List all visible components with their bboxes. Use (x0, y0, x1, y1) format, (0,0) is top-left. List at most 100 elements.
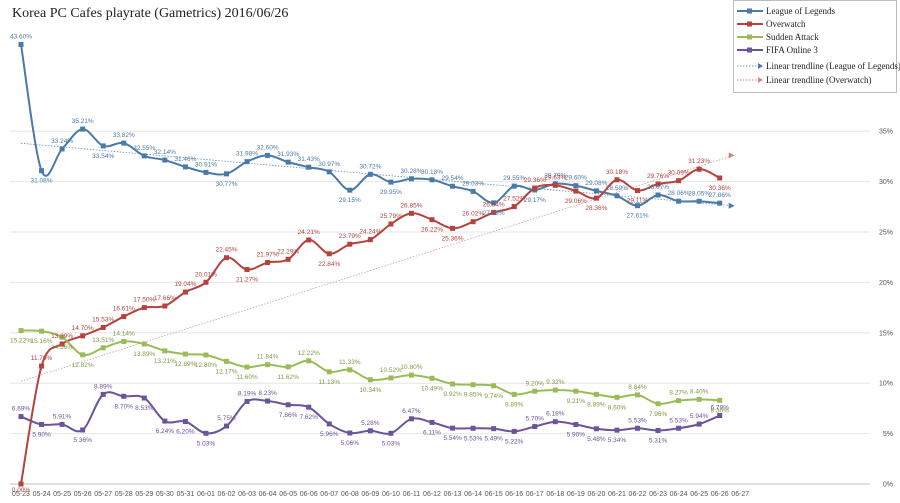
data-point (121, 314, 127, 320)
data-point (203, 430, 209, 436)
data-label: 6.20% (176, 429, 195, 436)
series-lines (18, 42, 723, 487)
data-label: 15.53% (92, 316, 114, 323)
data-point (224, 423, 229, 429)
data-label: 29.06% (565, 198, 587, 205)
data-label: 5.53% (628, 417, 647, 424)
x-tick-label: 05-29 (135, 491, 153, 498)
y-tick-label: 5% (883, 431, 893, 438)
data-label: 10.34% (359, 387, 381, 394)
data-point (552, 387, 558, 393)
data-point (429, 217, 435, 223)
legend-item-lol: League of Legends (734, 4, 896, 18)
data-label: 11.84% (257, 354, 279, 361)
data-label: 19.04% (174, 281, 196, 288)
data-point (532, 424, 538, 430)
data-label: 32.60% (257, 144, 279, 151)
data-point (511, 183, 517, 189)
legend-label-overwatch: Overwatch (766, 19, 806, 29)
x-tick-label: 05-28 (115, 491, 133, 498)
data-label: 22.29% (277, 248, 299, 255)
data-label: 5.53% (464, 435, 483, 442)
data-label: 5.31% (649, 437, 668, 444)
data-point (141, 395, 147, 401)
data-label: 25.79% (380, 213, 402, 220)
legend-label-fifa: FIFA Online 3 (766, 45, 818, 55)
legend-label-sudden-attack: Sudden Attack (766, 32, 819, 42)
data-label: 5.94% (690, 413, 709, 420)
data-point (162, 157, 168, 163)
data-point (80, 333, 86, 339)
data-label: 5.49% (484, 436, 503, 443)
legend-marker-overwatch (737, 21, 763, 27)
data-point (491, 209, 497, 215)
data-point (470, 382, 476, 388)
data-point (182, 289, 188, 295)
data-point (593, 188, 599, 194)
y-tick-label: 25% (879, 230, 893, 237)
data-point (388, 221, 394, 227)
data-label: 30.91% (195, 161, 217, 168)
data-point (676, 198, 682, 204)
data-label: 31.23% (688, 158, 710, 165)
x-tick-label: 06-26 (711, 491, 729, 498)
data-point (573, 188, 579, 194)
data-point (224, 171, 229, 177)
data-label: 27.86% (709, 192, 731, 199)
data-point (18, 481, 24, 487)
data-label: 22.45% (215, 247, 237, 254)
data-label: 32.14% (154, 149, 176, 156)
data-point (655, 427, 661, 433)
data-label: 29.17% (524, 197, 546, 204)
data-label: 8.89% (94, 383, 113, 390)
trendline (20, 142, 734, 207)
x-tick-label: 05-27 (94, 491, 112, 498)
data-label: 5.53% (669, 417, 688, 424)
data-label: 29.54% (442, 175, 464, 182)
legend-label-lol: League of Legends (766, 6, 835, 16)
x-tick-label: 06-25 (690, 491, 708, 498)
data-label: 31.43% (298, 156, 320, 163)
x-tick-label: 06-22 (629, 491, 647, 498)
trendlines (20, 142, 735, 382)
data-point (285, 159, 291, 165)
data-label: 8.23% (258, 390, 277, 397)
x-tick-label: 05-31 (176, 491, 194, 498)
x-tick-label: 06-11 (403, 491, 420, 498)
legend-item-overwatch: Overwatch (734, 17, 896, 31)
x-tick-label: 06-13 (444, 491, 462, 498)
data-label: 29.79% (544, 173, 566, 180)
data-point (59, 334, 65, 340)
data-point (285, 256, 291, 262)
data-label: 12.17% (215, 368, 237, 375)
data-point (593, 391, 599, 397)
legend-marker-sudden-attack (737, 34, 763, 40)
data-label: 0.00% (12, 487, 31, 494)
data-label: 7.62% (299, 414, 318, 421)
data-label: 26.02% (462, 211, 484, 218)
data-point (552, 419, 558, 425)
data-point (696, 198, 702, 204)
data-point (182, 351, 188, 357)
data-point (203, 169, 209, 175)
data-point (18, 42, 24, 48)
data-label: 15.16% (31, 338, 53, 345)
x-tick-label: 06-21 (608, 491, 626, 498)
data-point (285, 364, 291, 370)
data-point (635, 203, 640, 209)
data-point (635, 425, 640, 431)
data-point (162, 418, 168, 424)
data-label: 31.46% (174, 156, 196, 163)
data-point (367, 377, 373, 383)
x-tick-label: 06-17 (526, 491, 544, 498)
data-point (39, 328, 45, 334)
x-tick-label: 06-19 (567, 491, 585, 498)
x-tick-label: 06-03 (238, 491, 256, 498)
data-label: 31.98% (236, 151, 258, 158)
data-label: 17.66% (154, 295, 176, 302)
legend-item-sudden-attack: Sudden Attack (734, 30, 896, 44)
data-label: 28.36% (585, 205, 607, 212)
data-label: 8.70% (115, 403, 134, 410)
data-point (429, 177, 435, 183)
data-label: 29.08% (585, 180, 607, 187)
